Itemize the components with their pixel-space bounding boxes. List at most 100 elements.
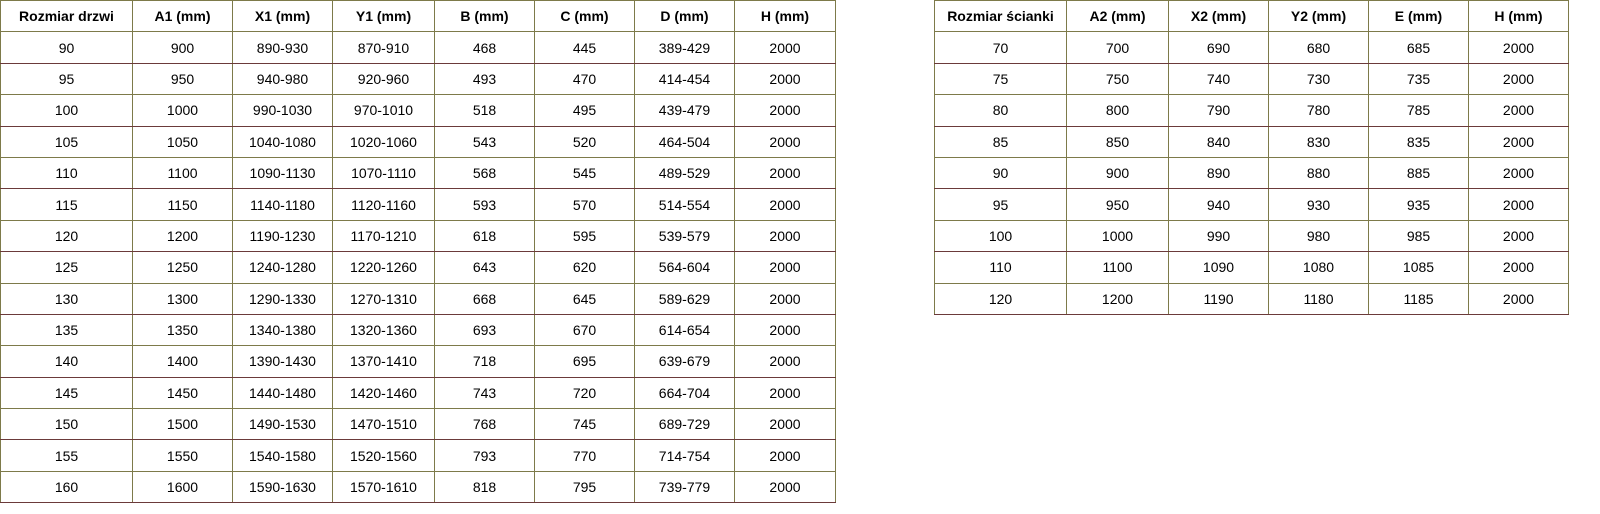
table-cell: 1150 — [132, 188, 233, 221]
table-row: 155 1550 1540-1580 1520-1560 793 770 714-754 20… — [0, 439, 836, 472]
table-row: 120 1200 1190 1180 1185 2000 — [934, 282, 1569, 315]
table-cell: 2000 — [734, 313, 836, 347]
column-header: A1 (mm) — [132, 0, 233, 33]
table-cell: 589-629 — [634, 282, 735, 315]
table-cell: 745 — [534, 408, 635, 441]
table-cell: 539-579 — [634, 219, 735, 253]
table-cell: 90 — [0, 31, 133, 64]
table-cell: 885 — [1368, 156, 1469, 190]
table-cell: 514-554 — [634, 188, 735, 221]
table-cell: 70 — [934, 31, 1067, 64]
table-cell: 495 — [534, 94, 635, 127]
table-cell: 75 — [934, 62, 1067, 96]
table-cell: 793 — [434, 439, 535, 472]
table-cell: 645 — [534, 282, 635, 315]
table-cell: 160 — [0, 470, 133, 504]
table-cell: 445 — [534, 31, 635, 64]
table-cell: 140 — [0, 345, 133, 378]
table-row: 95 950 940-980 920-960 493 470 414-454 2000 — [0, 62, 836, 96]
table-cell: 520 — [534, 125, 635, 158]
table-cell: 720 — [534, 376, 635, 410]
table-cell: 105 — [0, 125, 133, 158]
table-cell: 2000 — [734, 31, 836, 64]
table-cell: 2000 — [1468, 156, 1569, 190]
header-row: Rozmiar ścianki A2 (mm) X2 (mm) Y2 (mm) E (m… — [934, 0, 1569, 33]
table-row: 125 1250 1240-1280 1220-1260 643 620 564-604 20… — [0, 251, 836, 284]
table-cell: 2000 — [1468, 282, 1569, 315]
table-cell: 835 — [1368, 125, 1469, 158]
table-cell: 2000 — [734, 219, 836, 253]
table-cell: 1250 — [132, 251, 233, 284]
table-cell: 714-754 — [634, 439, 735, 472]
table-cell: 680 — [1268, 31, 1369, 64]
table-cell: 1080 — [1268, 251, 1369, 284]
table-cell: 593 — [434, 188, 535, 221]
table-cell: 1200 — [132, 219, 233, 253]
table-cell: 155 — [0, 439, 133, 472]
table-cell: 614-654 — [634, 313, 735, 347]
table-cell: 664-704 — [634, 376, 735, 410]
column-header: C (mm) — [534, 0, 635, 33]
column-header: A2 (mm) — [1066, 0, 1169, 33]
column-header: D (mm) — [634, 0, 735, 33]
table-row: 70 700 690 680 685 2000 — [934, 31, 1569, 64]
table-cell: 2000 — [734, 125, 836, 158]
table-cell: 1180 — [1268, 282, 1369, 315]
table-row: 110 1100 1090 1080 1085 2000 — [934, 251, 1569, 284]
table-cell: 1520-1560 — [332, 439, 435, 472]
column-header: Y1 (mm) — [332, 0, 435, 33]
table-row: 75 750 740 730 735 2000 — [934, 62, 1569, 96]
table-cell: 1540-1580 — [232, 439, 333, 472]
table-cell: 985 — [1368, 219, 1469, 253]
table-cell: 1170-1210 — [332, 219, 435, 253]
table-cell: 990 — [1168, 219, 1269, 253]
table-cell: 110 — [934, 251, 1067, 284]
column-header: E (mm) — [1368, 0, 1469, 33]
table-cell: 685 — [1368, 31, 1469, 64]
table-row: 110 1100 1090-1130 1070-1110 568 545 489-529 20… — [0, 156, 836, 190]
table-row: 115 1150 1140-1180 1120-1160 593 570 514-554 20… — [0, 188, 836, 221]
table-cell: 1185 — [1368, 282, 1469, 315]
table-cell: 900 — [1066, 156, 1169, 190]
table-cell: 1270-1310 — [332, 282, 435, 315]
table-cell: 493 — [434, 62, 535, 96]
table-cell: 1440-1480 — [232, 376, 333, 410]
table-cell: 115 — [0, 188, 133, 221]
table-cell: 643 — [434, 251, 535, 284]
table-cell: 718 — [434, 345, 535, 378]
table-cell: 920-960 — [332, 62, 435, 96]
table-cell: 150 — [0, 408, 133, 441]
table-cell: 2000 — [734, 282, 836, 315]
table-cell: 389-429 — [634, 31, 735, 64]
column-header: X2 (mm) — [1168, 0, 1269, 33]
table-cell: 2000 — [734, 62, 836, 96]
table-cell: 618 — [434, 219, 535, 253]
column-header: Y2 (mm) — [1268, 0, 1369, 33]
table-cell: 1090 — [1168, 251, 1269, 284]
table-cell: 1000 — [132, 94, 233, 127]
table-cell: 2000 — [1468, 188, 1569, 221]
table-cell: 95 — [0, 62, 133, 96]
table-cell: 935 — [1368, 188, 1469, 221]
table-cell: 950 — [1066, 188, 1169, 221]
table-cell: 90 — [934, 156, 1067, 190]
table-row: 95 950 940 930 935 2000 — [934, 188, 1569, 221]
table-cell: 1420-1460 — [332, 376, 435, 410]
table-row: 100 1000 990-1030 970-1010 518 495 439-479 2000 — [0, 94, 836, 127]
table-row: 130 1300 1290-1330 1270-1310 668 645 589-629 20… — [0, 282, 836, 315]
table-row: 140 1400 1390-1430 1370-1410 718 695 639-679 20… — [0, 345, 836, 378]
table-cell: 1340-1380 — [232, 313, 333, 347]
table-cell: 568 — [434, 156, 535, 190]
table-cell: 670 — [534, 313, 635, 347]
table-cell: 1490-1530 — [232, 408, 333, 441]
table-cell: 690 — [1168, 31, 1269, 64]
table-cell: 439-479 — [634, 94, 735, 127]
table-cell: 1100 — [1066, 251, 1169, 284]
table-cell: 2000 — [1468, 31, 1569, 64]
table-cell: 135 — [0, 313, 133, 347]
table-cell: 930 — [1268, 188, 1369, 221]
table-cell: 130 — [0, 282, 133, 315]
table-row: 160 1600 1590-1630 1570-1610 818 795 739-779 20… — [0, 470, 836, 504]
table-cell: 1500 — [132, 408, 233, 441]
table-cell: 700 — [1066, 31, 1169, 64]
